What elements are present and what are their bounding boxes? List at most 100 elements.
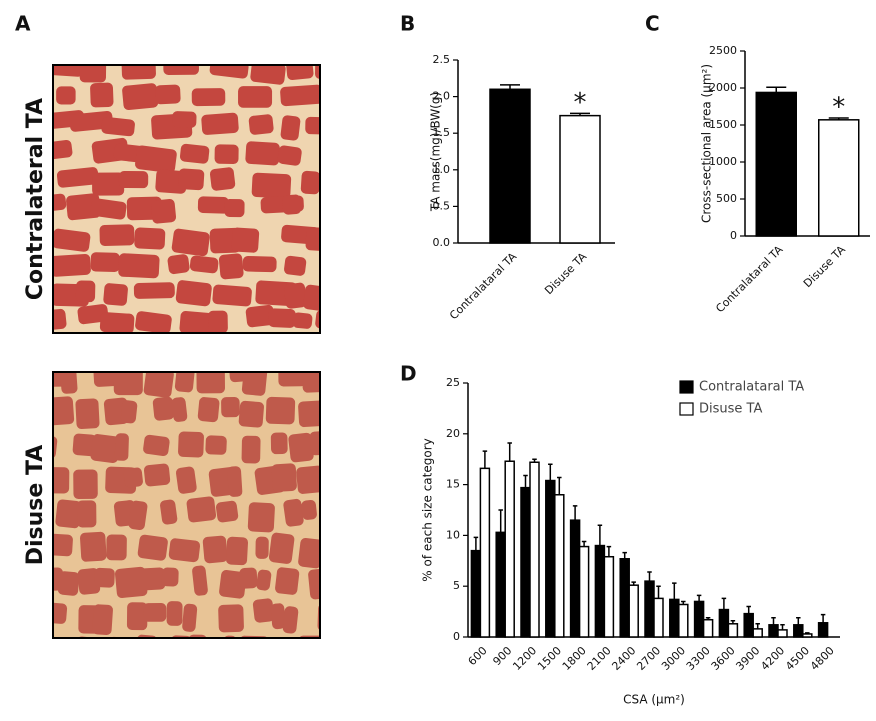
bar	[653, 597, 664, 638]
error-bar	[581, 540, 587, 547]
muscle-fiber	[251, 172, 292, 199]
bar	[718, 608, 730, 638]
x-tick-label: Disuse TA	[542, 250, 589, 297]
muscle-fiber	[255, 536, 269, 559]
muscle-fiber	[79, 65, 107, 83]
muscle-fiber	[174, 372, 195, 393]
muscle-fiber	[197, 196, 229, 214]
muscle-fiber	[171, 397, 188, 422]
muscle-fiber	[55, 499, 82, 529]
muscle-fiber	[301, 500, 317, 520]
legend-label: Contralataral TA	[699, 380, 804, 395]
bar	[628, 584, 639, 638]
y-tick-label: 20	[446, 427, 460, 440]
legend-label: Disuse TA	[699, 402, 762, 417]
error-bar	[755, 623, 760, 629]
muscle-fiber	[53, 637, 70, 638]
muscle-fiber	[99, 224, 135, 246]
y-axis-label: Cross-sectional area (μm²)	[700, 64, 714, 223]
y-tick-label: 2.0	[433, 90, 451, 103]
muscle-fiber	[238, 400, 264, 428]
muscle-fiber	[218, 604, 244, 633]
muscle-fiber	[302, 372, 320, 393]
bar	[520, 486, 531, 638]
muscle-fiber	[317, 603, 320, 632]
muscle-fiber	[218, 253, 244, 280]
muscle-fiber	[106, 534, 127, 561]
muscle-fiber	[277, 145, 302, 166]
y-tick-label: 15	[446, 478, 460, 491]
muscle-fiber	[53, 396, 75, 426]
error-bar	[746, 605, 751, 614]
bar	[755, 91, 797, 237]
image-border	[52, 64, 321, 334]
bar	[644, 580, 655, 638]
muscle-fiber	[270, 603, 286, 630]
muscle-fiber	[143, 372, 174, 398]
error-bar	[532, 458, 537, 463]
error-bar	[771, 616, 776, 625]
error-bar	[721, 597, 727, 610]
muscle-fiber	[56, 86, 76, 105]
muscle-fiber	[280, 115, 301, 141]
error-bar	[681, 600, 686, 605]
muscle-fiber	[135, 311, 172, 333]
error-bar	[597, 524, 603, 546]
muscle-fiber	[168, 538, 201, 563]
muscle-fiber	[152, 396, 175, 421]
muscle-fiber	[303, 284, 320, 312]
image-border	[52, 371, 321, 639]
x-tick-label: 2400	[609, 644, 638, 673]
error-bar	[557, 476, 562, 495]
annotation: *	[832, 92, 845, 122]
muscle-fiber	[278, 372, 307, 387]
bar	[702, 618, 714, 638]
bar	[768, 624, 779, 638]
muscle-fiber	[285, 65, 314, 81]
y-tick-label: 500	[716, 192, 737, 205]
muscle-fiber	[241, 372, 268, 396]
muscle-fiber	[166, 601, 183, 626]
muscle-fiber	[283, 282, 307, 309]
y-tick-label: 1.5	[433, 126, 451, 139]
muscle-fiber	[175, 466, 197, 494]
muscle-fiber	[271, 463, 297, 492]
muscle-fiber	[238, 86, 273, 108]
error-bar	[523, 474, 528, 488]
muscle-fiber	[300, 170, 320, 195]
muscle-fiber	[103, 283, 128, 306]
muscle-fiber	[226, 536, 249, 566]
muscle-fiber	[101, 117, 135, 137]
bar	[479, 467, 491, 638]
muscle-fiber	[182, 603, 198, 632]
x-tick-label: 4200	[758, 644, 787, 673]
bar	[470, 549, 482, 638]
x-tick-label: 600	[466, 644, 490, 668]
tissue	[53, 65, 320, 333]
error-bar	[730, 619, 736, 624]
muscle-fiber	[179, 143, 210, 164]
x-tick-label: 3000	[659, 644, 688, 673]
y-tick-label: 0	[730, 229, 737, 242]
muscle-fiber	[245, 304, 275, 328]
y-tick-label: 1.0	[433, 163, 451, 176]
muscle-fiber	[53, 308, 67, 330]
image-label: Disuse TA	[23, 445, 48, 566]
panel-letter: D	[400, 362, 417, 386]
muscle-fiber	[92, 604, 113, 636]
bar	[678, 603, 689, 638]
muscle-fiber	[163, 65, 199, 75]
bar	[559, 114, 601, 244]
muscle-fiber	[268, 532, 295, 564]
muscle-fiber	[256, 569, 272, 591]
panel-letter: A	[15, 12, 31, 36]
muscle-fiber	[280, 84, 320, 107]
muscle-fiber	[90, 252, 120, 272]
bar	[818, 119, 860, 237]
x-axis-label: CSA (μm²)	[623, 693, 685, 707]
muscle-fiber	[56, 167, 99, 188]
x-tick-label: Contralataral TA	[447, 250, 519, 322]
muscle-fiber	[239, 635, 269, 638]
bar	[529, 461, 540, 638]
x-tick-label: Disuse TA	[801, 243, 848, 290]
